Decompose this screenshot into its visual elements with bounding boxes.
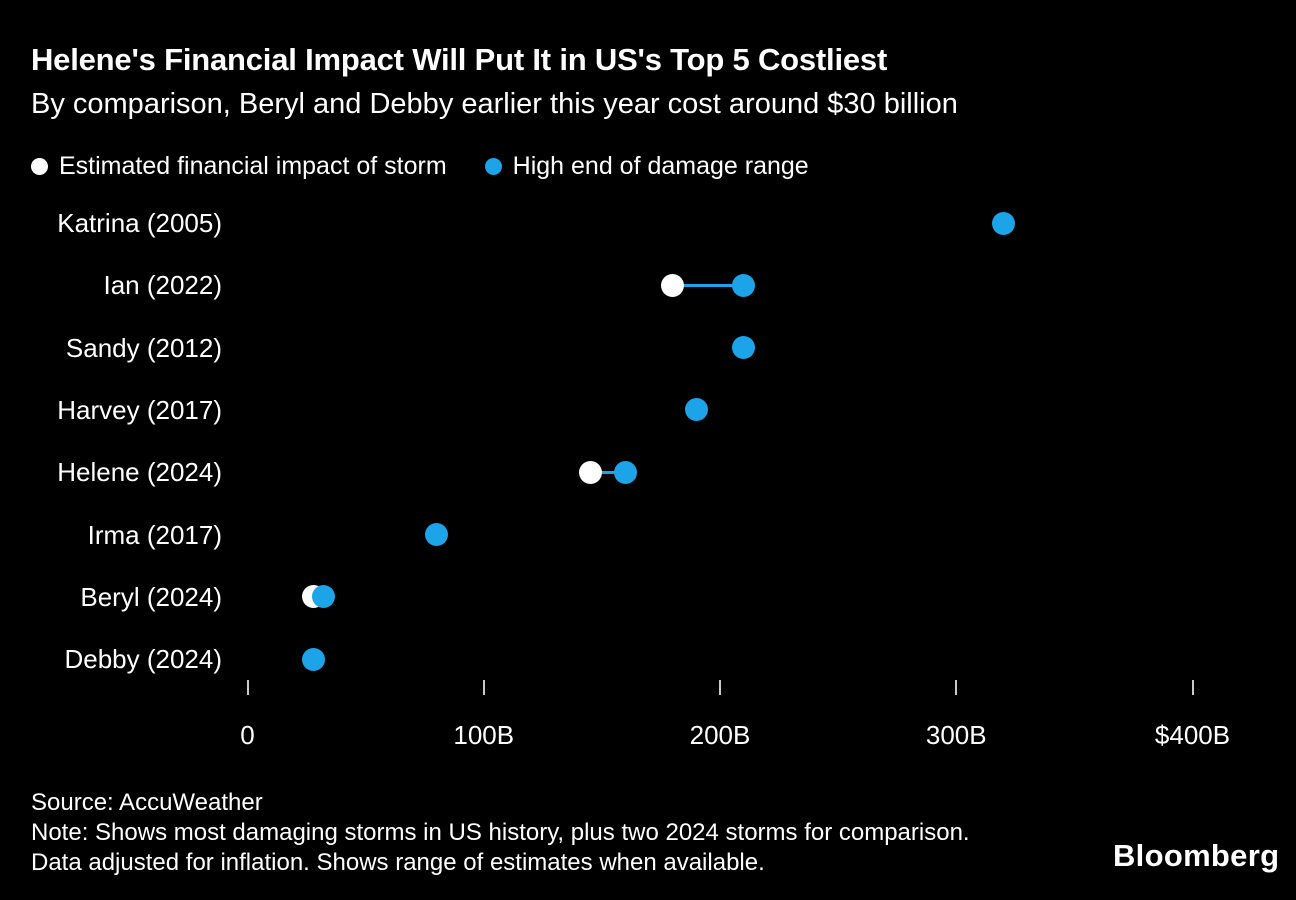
- axis-tick-mark: [719, 680, 721, 695]
- row-label: Helene (2024): [57, 457, 222, 488]
- page-subtitle: By comparison, Beryl and Debby earlier t…: [31, 88, 958, 120]
- axis-tick-label: $400B: [1154, 720, 1231, 750]
- high-end-dot: [992, 211, 1015, 235]
- row-label: Irma (2017): [87, 519, 222, 550]
- row-label: Debby (2024): [64, 644, 222, 675]
- high-end-dot: [302, 647, 326, 671]
- bloomberg-logo: Bloomberg: [1113, 838, 1280, 873]
- axis-tick-label: 0: [240, 720, 255, 750]
- source-text: Source: AccuWeather: [31, 789, 263, 816]
- axis-tick-label: 200B: [689, 720, 751, 750]
- high-end-dot: [732, 336, 756, 360]
- axis-tick-mark: [1191, 680, 1194, 695]
- note-text: Note: Shows most damaging storms in US h…: [31, 819, 970, 876]
- estimate-dot: [578, 460, 602, 484]
- high-end-dot: [684, 398, 708, 422]
- legend-label: High end of damage range: [512, 152, 809, 180]
- page-title: Helene's Financial Impact Will Put It in…: [31, 42, 888, 77]
- axis-tick-label: 300B: [925, 720, 987, 750]
- high-end-dot-icon: [484, 158, 502, 175]
- legend-item-high-end: High end of damage range: [484, 152, 809, 181]
- range-connector: [672, 283, 744, 287]
- row-label: Harvey (2017): [57, 394, 222, 425]
- row-label: Ian (2022): [103, 270, 222, 301]
- row-label: Katrina (2005): [57, 208, 222, 238]
- row-label: Sandy (2012): [65, 332, 222, 363]
- axis-tick-mark: [246, 680, 249, 695]
- high-end-dot: [311, 585, 335, 609]
- estimate-dot: [661, 273, 685, 297]
- high-end-dot: [732, 273, 756, 297]
- range-connector: [590, 470, 626, 474]
- high-end-dot: [614, 460, 637, 484]
- legend-label: Estimated financial impact of storm: [59, 152, 447, 180]
- legend-item-estimate: Estimated financial impact of storm: [31, 152, 447, 181]
- estimate-dot-icon: [31, 158, 48, 175]
- axis-tick-label: 100B: [453, 720, 515, 750]
- axis-tick-mark: [955, 680, 958, 695]
- legend: Estimated financial impact of storm High…: [31, 152, 809, 181]
- axis-tick-mark: [482, 680, 485, 695]
- high-end-dot: [425, 523, 448, 546]
- row-label: Beryl (2024): [80, 581, 222, 612]
